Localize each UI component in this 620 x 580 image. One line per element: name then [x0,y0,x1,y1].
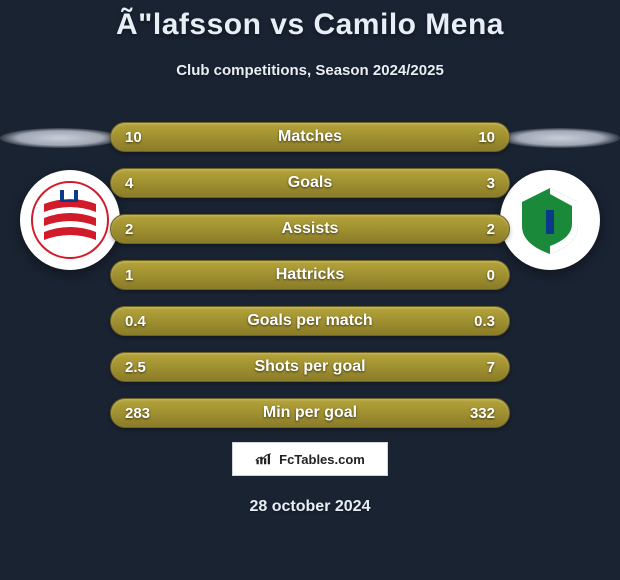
stat-bar: 283Min per goal332 [110,398,510,428]
stat-label: Goals per match [111,307,509,335]
stat-bar: 4Goals3 [110,168,510,198]
page-subtitle: Club competitions, Season 2024/2025 [0,62,620,79]
stat-label: Matches [111,123,509,151]
stat-value-right: 10 [478,123,495,151]
stat-label: Min per goal [111,399,509,427]
stat-label: Shots per goal [111,353,509,381]
stat-bar: 2.5Shots per goal7 [110,352,510,382]
player-shadow-left [0,128,120,148]
brand-label: FcTables.com [279,452,365,467]
stat-value-right: 332 [470,399,495,427]
stat-value-right: 0 [487,261,495,289]
page-title: Ã"lafsson vs Camilo Mena [0,8,620,42]
club-crest-right-icon [510,180,590,260]
stat-bar: 10Matches10 [110,122,510,152]
stats-bars: 10Matches10 4Goals3 2Assists2 1Hattricks0 0.… [110,122,510,444]
brand-badge: FcTables.com [232,442,388,476]
stat-value-right: 0.3 [474,307,495,335]
player-shadow-right [500,128,620,148]
chart-icon [255,452,273,466]
stat-bar: 2Assists2 [110,214,510,244]
date-label: 28 october 2024 [0,498,620,516]
stat-bar: 1Hattricks0 [110,260,510,290]
club-badge-right [500,170,600,270]
stat-value-right: 2 [487,215,495,243]
club-crest-left-icon [30,180,110,260]
club-badge-left [20,170,120,270]
stat-label: Hattricks [111,261,509,289]
stat-value-right: 3 [487,169,495,197]
stat-label: Goals [111,169,509,197]
stat-label: Assists [111,215,509,243]
stat-bar: 0.4Goals per match0.3 [110,306,510,336]
stat-value-right: 7 [487,353,495,381]
